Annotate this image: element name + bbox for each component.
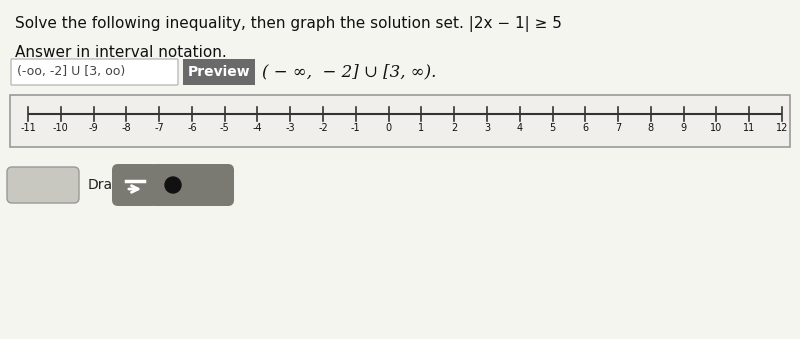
Text: -6: -6 bbox=[187, 123, 197, 133]
FancyBboxPatch shape bbox=[188, 164, 234, 206]
Text: 10: 10 bbox=[710, 123, 722, 133]
Text: -3: -3 bbox=[286, 123, 295, 133]
Text: 5: 5 bbox=[550, 123, 556, 133]
Text: (-oo, -2] U [3, oo): (-oo, -2] U [3, oo) bbox=[17, 65, 126, 79]
Text: -4: -4 bbox=[253, 123, 262, 133]
Text: 12: 12 bbox=[776, 123, 788, 133]
Text: -1: -1 bbox=[351, 123, 361, 133]
FancyBboxPatch shape bbox=[112, 164, 158, 206]
Text: -7: -7 bbox=[154, 123, 164, 133]
Text: -5: -5 bbox=[220, 123, 230, 133]
FancyBboxPatch shape bbox=[10, 95, 790, 147]
Text: Solve the following inequality, then graph the solution set. |2x − 1| ≥ 5: Solve the following inequality, then gra… bbox=[15, 16, 562, 32]
Text: 8: 8 bbox=[648, 123, 654, 133]
Text: Draw:: Draw: bbox=[88, 178, 128, 192]
Text: 7: 7 bbox=[615, 123, 622, 133]
Circle shape bbox=[165, 177, 181, 193]
Text: 4: 4 bbox=[517, 123, 523, 133]
Text: Clear All: Clear All bbox=[18, 179, 68, 192]
Text: -9: -9 bbox=[89, 123, 98, 133]
Text: 9: 9 bbox=[681, 123, 686, 133]
Text: -2: -2 bbox=[318, 123, 328, 133]
Text: 3: 3 bbox=[484, 123, 490, 133]
Text: 0: 0 bbox=[386, 123, 392, 133]
Text: -11: -11 bbox=[20, 123, 36, 133]
FancyBboxPatch shape bbox=[183, 59, 255, 85]
FancyBboxPatch shape bbox=[150, 164, 196, 206]
FancyBboxPatch shape bbox=[7, 167, 79, 203]
Text: 1: 1 bbox=[418, 123, 425, 133]
Text: 2: 2 bbox=[451, 123, 458, 133]
Text: Answer in interval notation.: Answer in interval notation. bbox=[15, 45, 226, 60]
Text: -10: -10 bbox=[53, 123, 69, 133]
Text: 6: 6 bbox=[582, 123, 588, 133]
Text: -8: -8 bbox=[122, 123, 131, 133]
Text: Preview: Preview bbox=[188, 65, 250, 79]
Text: ( − ∞,  − 2] ∪ [3, ∞).: ( − ∞, − 2] ∪ [3, ∞). bbox=[262, 63, 436, 80]
FancyBboxPatch shape bbox=[11, 59, 178, 85]
Text: 11: 11 bbox=[743, 123, 755, 133]
